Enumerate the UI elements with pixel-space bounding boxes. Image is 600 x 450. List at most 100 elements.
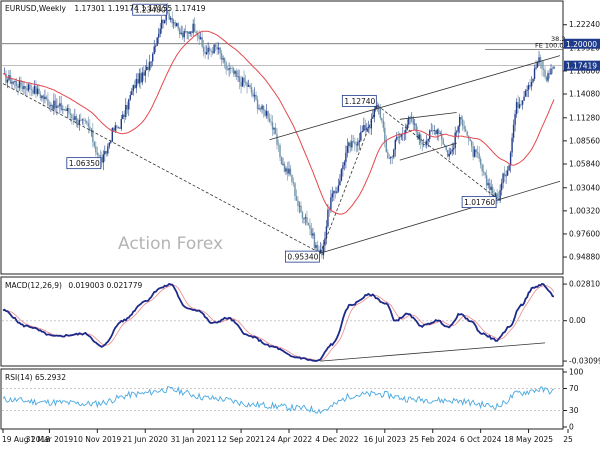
candle-body — [295, 196, 298, 201]
candle-body — [511, 137, 513, 153]
candle-body — [508, 165, 510, 171]
candle-body — [283, 163, 286, 172]
candle-body — [62, 109, 64, 111]
candle-body — [205, 52, 208, 55]
candle-body — [358, 140, 361, 143]
candle-body — [104, 151, 106, 155]
candle-body — [319, 249, 322, 253]
candle-body — [198, 35, 200, 40]
candle-body — [548, 73, 551, 75]
candle-body — [369, 127, 371, 129]
candle-body — [538, 57, 540, 63]
candle-body — [352, 141, 355, 143]
macd-tick-label: -0.03099 — [569, 357, 600, 366]
candle-body — [161, 19, 163, 29]
candle-body — [298, 205, 301, 207]
candle-body — [68, 108, 70, 114]
candle-body — [152, 53, 154, 62]
candle-body — [463, 125, 465, 130]
candle-body — [84, 120, 87, 122]
candle-body — [98, 154, 100, 156]
candle-body — [35, 85, 37, 95]
candle-body — [213, 44, 215, 54]
candle-body — [41, 95, 43, 98]
candle-body — [110, 141, 112, 143]
symbol-label: EURUSD,Weekly — [5, 4, 66, 13]
candle-body — [478, 153, 480, 159]
candle-body — [77, 123, 79, 125]
candle-body — [420, 134, 422, 143]
candle-body — [238, 76, 241, 82]
candle-body — [232, 68, 235, 74]
candle-body — [234, 71, 236, 74]
candle-body — [370, 118, 373, 129]
candle-body — [113, 128, 115, 131]
candle-body — [430, 130, 432, 132]
time-tick-label: 16 Jul 2023 — [364, 435, 407, 444]
candle-body — [192, 23, 194, 33]
candle-body — [53, 100, 55, 110]
time-tick-label: 25 — [563, 435, 573, 444]
last-price-marker-label: 1.17419 — [566, 62, 597, 71]
candle-body — [186, 31, 188, 33]
last-price-marker-box — [564, 60, 600, 71]
candle-body — [279, 145, 281, 158]
candle-body — [45, 96, 48, 100]
candle-body — [252, 92, 254, 97]
candle-body — [545, 76, 548, 81]
candle-body — [418, 134, 420, 140]
level-marker-label: 1.20000 — [566, 40, 597, 49]
candle-body — [388, 158, 391, 160]
candle-body — [126, 105, 128, 110]
time-tick-label: 31 Jan 2021 — [171, 435, 216, 444]
candle-body — [307, 222, 310, 226]
candle-body — [199, 37, 202, 40]
swing-label-box — [285, 250, 320, 263]
candle-body — [289, 168, 292, 176]
candle-body — [69, 113, 72, 115]
candle-body — [479, 158, 482, 165]
time-tick-label: 25 Feb 2024 — [409, 435, 456, 444]
watermark: Action Forex — [118, 234, 223, 254]
candle-body — [202, 46, 205, 52]
candle-body — [144, 70, 146, 76]
chart-title: EURUSD,Weekly 1.17301 1.19174 1.17155 1.… — [5, 4, 206, 13]
candle-body — [373, 109, 376, 118]
candle-body — [132, 85, 134, 92]
macd-trendline — [320, 342, 546, 362]
candle-body — [178, 28, 181, 35]
candle-body — [393, 149, 395, 158]
candle-body — [535, 67, 537, 69]
candle-body — [512, 124, 515, 138]
candle-body — [156, 37, 158, 46]
candle-body — [9, 75, 12, 84]
candle-body — [274, 127, 277, 135]
candle-body — [96, 152, 99, 155]
candle-body — [258, 108, 260, 110]
candle-body — [303, 218, 305, 220]
price-tick-label: 1.08560 — [569, 136, 600, 145]
channel-trendline — [269, 55, 561, 141]
price-markers: 1.20000 1.17419 FE 100.038.2 — [535, 35, 600, 71]
rsi-line — [2, 385, 555, 414]
candle-body — [382, 120, 385, 128]
price-tick-label: 0.97600 — [569, 229, 600, 238]
candle-body — [518, 104, 521, 108]
candle-body — [532, 78, 534, 82]
candle-body — [316, 244, 319, 252]
candle-body — [217, 47, 220, 50]
candle-body — [306, 217, 308, 223]
candle-body — [225, 62, 227, 70]
candle-body — [162, 19, 164, 24]
candle-body — [261, 105, 263, 110]
candle-body — [72, 118, 75, 120]
moving-average-line — [2, 30, 555, 215]
candle-body — [502, 173, 504, 184]
candle-body — [264, 110, 266, 116]
candle-body — [515, 102, 518, 115]
candle-body — [38, 88, 40, 95]
candle-body — [155, 45, 157, 47]
candle-body — [81, 119, 84, 121]
candle-body — [282, 163, 284, 165]
